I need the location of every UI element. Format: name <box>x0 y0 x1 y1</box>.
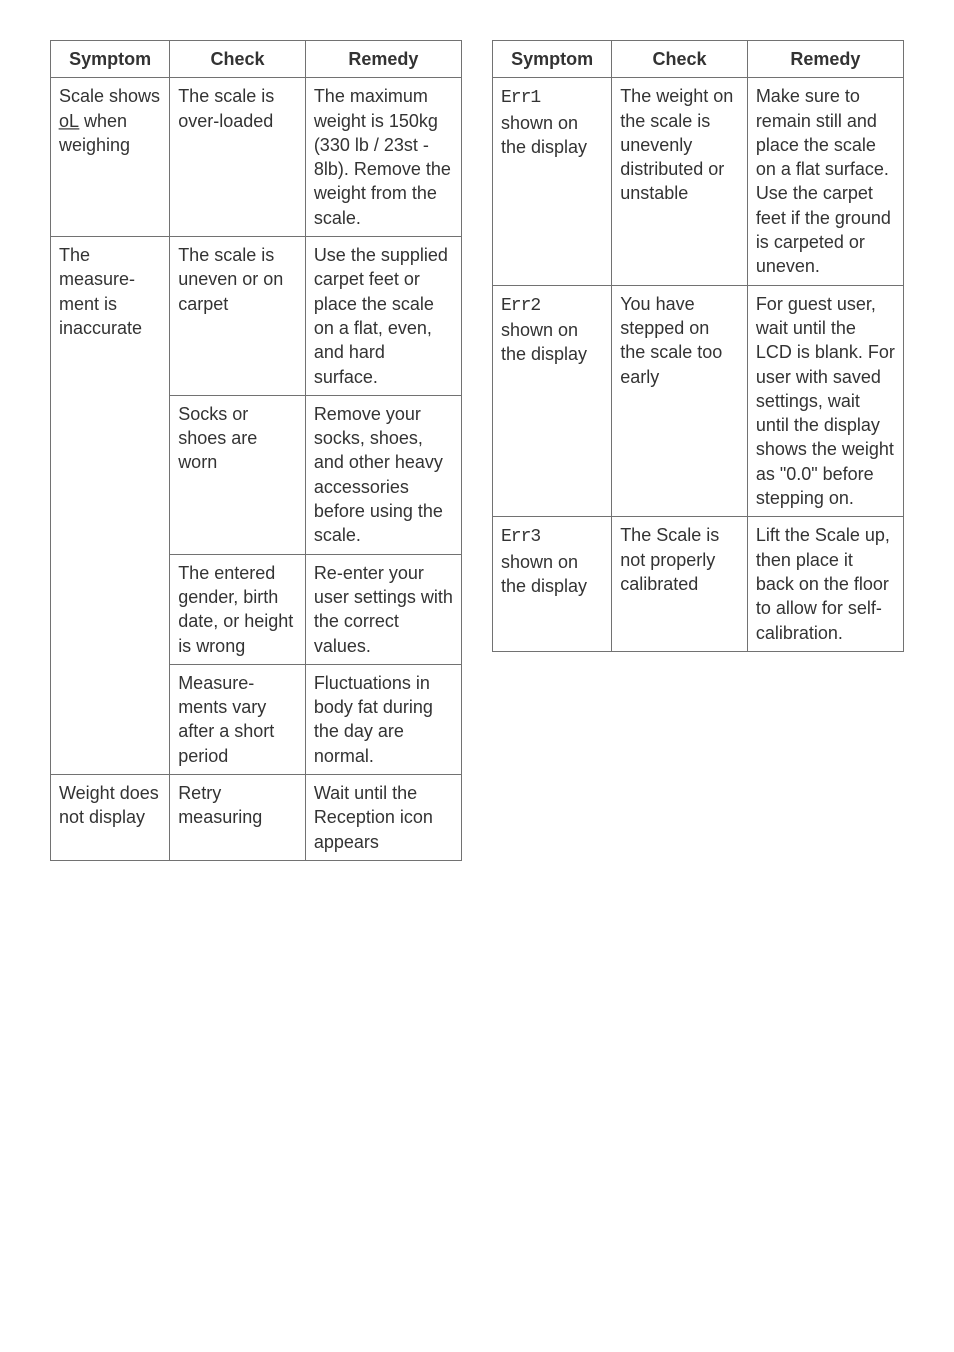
table-row: Err1 shown on the display The weight on th… <box>493 78 904 285</box>
table-row: The measure-ment is inaccurateThe scale … <box>51 237 462 396</box>
remedy-cell: For guest user, wait until the LCD is bl… <box>747 285 903 517</box>
troubleshoot-table-right: Symptom Check Remedy Err1 shown on the di… <box>492 40 904 652</box>
remedy-cell: The maximum weight is 150kg (330 lb / 23… <box>305 78 461 237</box>
table-row: Err2 shown on the display You have stepped… <box>493 285 904 517</box>
symptom-cell: Scale shows o̲L̲ when weighing <box>51 78 170 237</box>
check-cell: The scale is uneven or on carpet <box>170 237 306 396</box>
check-cell: You have stepped on the scale too early <box>612 285 748 517</box>
check-cell: Socks or shoes are worn <box>170 395 306 554</box>
table-header-row: Symptom Check Remedy <box>493 41 904 78</box>
remedy-cell: Use the supplied carpet feet or place th… <box>305 237 461 396</box>
table-row: Weight does not displayRetry measuringWa… <box>51 775 462 861</box>
symptom-text: shown on the display <box>501 552 587 596</box>
page-columns: Symptom Check Remedy Scale shows o̲L̲ wh… <box>50 40 904 861</box>
check-cell: The scale is over-loaded <box>170 78 306 237</box>
error-code: Err1 <box>501 88 540 108</box>
header-remedy: Remedy <box>747 41 903 78</box>
header-symptom: Symptom <box>51 41 170 78</box>
troubleshoot-table-left: Symptom Check Remedy Scale shows o̲L̲ wh… <box>50 40 462 861</box>
symptom-cell: The measure-ment is inaccurate <box>51 237 170 775</box>
remedy-cell: Remove your socks, shoes, and other heav… <box>305 395 461 554</box>
remedy-cell: Fluctuations in body fat during the day … <box>305 664 461 774</box>
header-symptom: Symptom <box>493 41 612 78</box>
remedy-cell: Lift the Scale up, then place it back on… <box>747 517 903 651</box>
symptom-cell: Weight does not display <box>51 775 170 861</box>
error-code: Err3 <box>501 527 540 547</box>
table-header-row: Symptom Check Remedy <box>51 41 462 78</box>
symptom-text: shown on the display <box>501 113 587 157</box>
symptom-cell: Err3 shown on the display <box>493 517 612 651</box>
symptom-cell: Err1 shown on the display <box>493 78 612 285</box>
table-row: Err3 shown on the display The Scale is not… <box>493 517 904 651</box>
remedy-cell: Wait until the Reception icon appears <box>305 775 461 861</box>
check-cell: The weight on the scale is unevenly dist… <box>612 78 748 285</box>
table-row: Scale shows o̲L̲ when weighingThe scale … <box>51 78 462 237</box>
remedy-cell: Make sure to remain still and place the … <box>747 78 903 285</box>
header-check: Check <box>612 41 748 78</box>
check-cell: Retry measuring <box>170 775 306 861</box>
symptom-cell: Err2 shown on the display <box>493 285 612 517</box>
remedy-cell: Re-enter your user settings with the cor… <box>305 554 461 664</box>
header-remedy: Remedy <box>305 41 461 78</box>
error-code: Err2 <box>501 296 540 316</box>
left-column: Symptom Check Remedy Scale shows o̲L̲ wh… <box>50 40 462 861</box>
header-check: Check <box>170 41 306 78</box>
check-cell: The entered gender, birth date, or heigh… <box>170 554 306 664</box>
check-cell: Measure-ments vary after a short period <box>170 664 306 774</box>
symptom-text: shown on the display <box>501 320 587 364</box>
check-cell: The Scale is not properly calibrated <box>612 517 748 651</box>
right-column: Symptom Check Remedy Err1 shown on the di… <box>492 40 904 652</box>
